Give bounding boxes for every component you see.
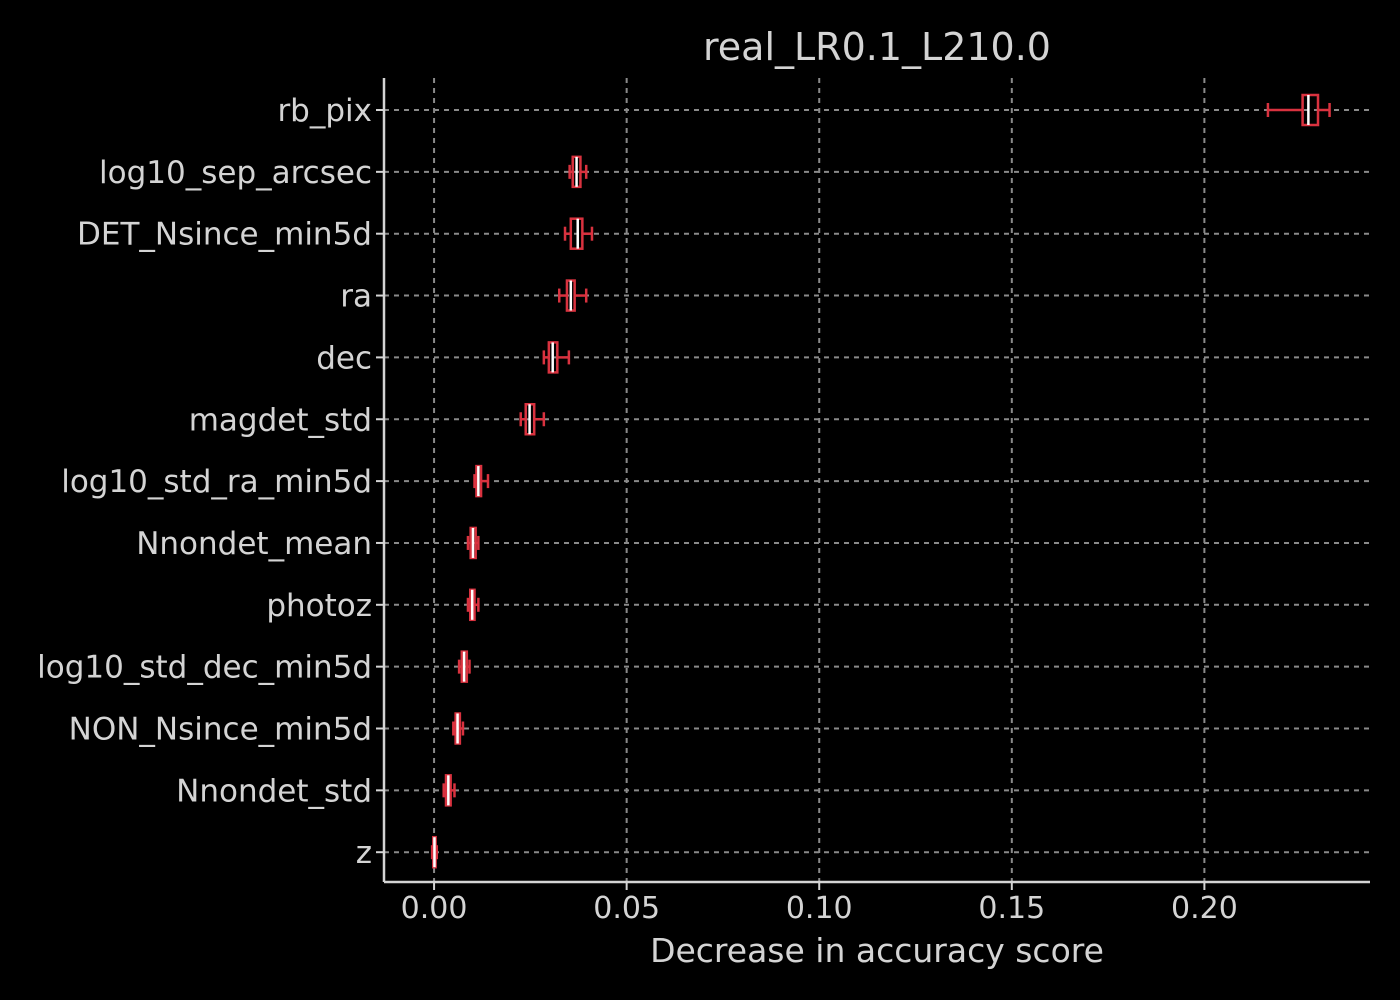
box-ra: [557, 279, 588, 312]
box-rb-pix: [1266, 93, 1331, 127]
x-tick-label: 0.20: [1171, 891, 1238, 926]
x-tick-label: 0.15: [978, 891, 1045, 926]
x-tick-label: 0.00: [401, 891, 468, 926]
box-non-nsince-min5d: [452, 712, 465, 745]
box-det-nsince-min5d: [563, 217, 594, 250]
y-tick-label: log10_std_dec_min5d: [37, 650, 372, 686]
y-tick-label: DET_Nsince_min5d: [77, 217, 372, 253]
chart-title: real_LR0.1_L210.0: [703, 25, 1051, 69]
y-tick-label: ra: [340, 279, 372, 315]
x-axis-label: Decrease in accuracy score: [650, 931, 1104, 970]
box-log10-sep-arcsec: [568, 155, 588, 189]
box-dec: [542, 341, 571, 374]
x-tick-labels: 0.00 0.05 0.10 0.15 0.20: [401, 891, 1238, 926]
y-tick-label: magdet_std: [189, 402, 372, 438]
y-tick-label: z: [356, 835, 372, 871]
iqr-box: [1301, 93, 1320, 127]
box-nnondet-std: [442, 774, 456, 807]
box-log10-std-dec-min5d: [457, 650, 471, 683]
axis-layer: [376, 78, 1370, 890]
y-tick-label: photoz: [266, 588, 372, 624]
y-tick-label: log10_std_ra_min5d: [61, 464, 372, 500]
x-tick-label: 0.05: [593, 891, 660, 926]
y-tick-label: rb_pix: [277, 93, 372, 129]
box-log10-std-ra-min5d: [473, 464, 490, 498]
y-tick-label: NON_Nsince_min5d: [69, 712, 372, 748]
y-tick-label: log10_sep_arcsec: [99, 155, 372, 191]
box-z: [430, 835, 439, 869]
box-layer: [430, 93, 1331, 869]
grid-layer: [384, 78, 1370, 882]
box-nnondet-mean: [466, 526, 480, 560]
box-magdet-std: [519, 403, 546, 436]
y-tick-label: Nnondet_std: [176, 773, 372, 809]
x-tick-label: 0.10: [786, 891, 853, 926]
y-tick-label: Nnondet_mean: [136, 526, 372, 562]
box-photoz: [466, 588, 480, 622]
y-tick-labels: rb_pix log10_sep_arcsec DET_Nsince_min5dra…: [37, 93, 372, 871]
y-tick-label: dec: [316, 340, 372, 376]
